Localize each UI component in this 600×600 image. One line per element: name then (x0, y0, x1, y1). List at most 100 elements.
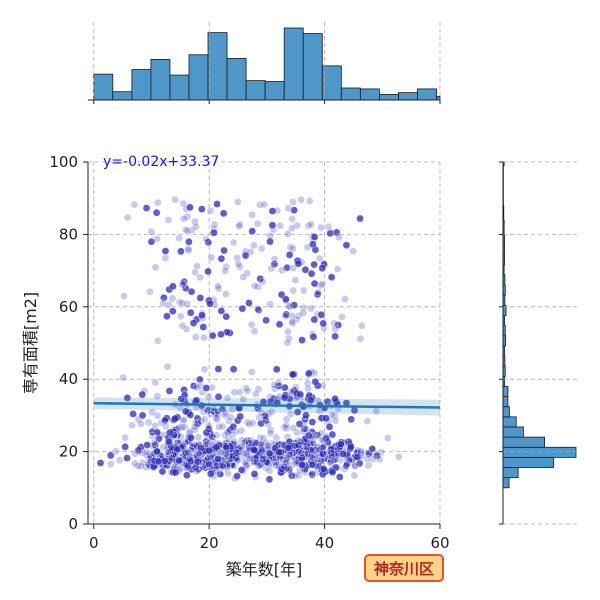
scatter-point-450 (281, 383, 289, 392)
top-hist-bar-10 (283, 27, 304, 101)
y-tick-label-0: 0 (68, 515, 78, 533)
axes: 0 20 40 60 0 20 40 60 80 100 (49, 153, 449, 552)
scatter-point-804 (250, 327, 259, 336)
scatter-point-918 (328, 468, 337, 476)
scatter-point-637 (272, 433, 281, 442)
scatter-point-175 (194, 433, 203, 441)
scatter-point-745 (259, 434, 268, 443)
scatter-point-911 (248, 211, 256, 219)
scatter-point-1021 (219, 462, 227, 471)
scatter-point-874 (347, 443, 355, 451)
scatter-point-950 (267, 264, 275, 273)
scatter-point-619 (288, 224, 296, 232)
scatter-point-893 (270, 255, 279, 263)
scatter-point-1093 (206, 299, 214, 308)
scatter-point-665 (177, 394, 186, 403)
scatter-point-550 (305, 197, 314, 205)
scatter-point-603 (284, 230, 292, 238)
scatter-point-334 (200, 333, 208, 342)
scatter-point-894 (345, 456, 354, 464)
scatter-point-805 (206, 470, 215, 478)
scatter-point-1038 (245, 439, 253, 447)
scatter-point-725 (266, 300, 274, 309)
scatter-point-752 (222, 443, 231, 452)
scatter-point-511 (198, 205, 206, 213)
scatter-point-181 (293, 428, 301, 437)
scatter-point-974 (206, 410, 215, 418)
scatter-point-87 (357, 321, 366, 330)
scatter-point-1065 (337, 440, 345, 448)
scatter-point-142 (222, 312, 231, 321)
scatter-point-887 (153, 447, 161, 456)
scatter-point-651 (293, 408, 302, 416)
scatter-point-1045 (192, 467, 201, 476)
scatter-point-661 (146, 287, 154, 296)
scatter-point-919 (166, 428, 174, 437)
scatter-point-1037 (205, 446, 213, 455)
scatter-point-981 (179, 415, 188, 424)
scatter-point-375 (219, 209, 228, 218)
scatter-point-687 (282, 310, 291, 319)
top-hist-bar-9 (264, 81, 285, 101)
scatter-point-263 (309, 333, 318, 341)
scatter-point-1073 (229, 422, 238, 431)
scatter-point-390 (326, 458, 335, 467)
scatter-point-816 (318, 436, 326, 444)
scatter-point-1035 (198, 458, 207, 466)
scatter-point-1020 (307, 452, 316, 461)
scatter-point-830 (153, 411, 162, 420)
scatter-point-243 (230, 388, 239, 397)
scatter-point-957 (268, 221, 277, 230)
scatter-point-994 (250, 241, 258, 250)
scatter-point-928 (383, 434, 392, 442)
top-hist-bar-14 (359, 88, 380, 101)
scatter-point-261 (229, 365, 238, 373)
scatter-point-242 (175, 298, 184, 307)
scatter-point-1010 (268, 207, 277, 215)
scatter-point-254 (310, 260, 318, 269)
scatter-point-542 (159, 299, 167, 308)
scatter-point-876 (148, 408, 156, 417)
scatter-point-183 (164, 216, 173, 224)
scatter-point-810 (205, 425, 213, 433)
scatter-point-215 (243, 387, 252, 395)
scatter-point-642 (198, 311, 206, 320)
scatter-point-717 (272, 365, 281, 374)
scatter-point-747 (311, 378, 320, 386)
scatter-point-489 (291, 276, 300, 284)
scatter-point-1026 (180, 390, 189, 399)
y-tick-label-2: 40 (59, 370, 78, 388)
scatter-point-112 (247, 368, 256, 376)
scatter-point-933 (143, 441, 151, 449)
scatter-point-233 (183, 212, 192, 221)
scatter-point-972 (263, 442, 272, 451)
scatter-point-623 (254, 385, 263, 393)
scatter-point-522 (243, 269, 251, 278)
scatter-point-935 (327, 273, 336, 282)
scatter-point-769 (184, 246, 193, 255)
scatter-point-882 (96, 459, 105, 467)
scatter-point-1049 (165, 387, 174, 395)
scatter-point-870 (258, 452, 267, 460)
scatter-point-444 (234, 260, 243, 268)
region-badge: 神奈川区 (364, 554, 444, 582)
scatter-point-982 (222, 290, 230, 298)
scatter-point-995 (319, 319, 328, 328)
scatter-point-239 (293, 221, 301, 230)
scatter-point-490 (282, 415, 291, 424)
scatter-point-327 (347, 415, 356, 424)
scatter-point-811 (237, 443, 246, 452)
scatter-point-365 (204, 267, 212, 276)
scatter-point-888 (252, 390, 260, 398)
scatter-point-1099 (284, 444, 293, 452)
scatter-point-1090 (232, 427, 241, 436)
scatter-point-295 (289, 424, 297, 432)
scatter-point-991 (295, 420, 304, 428)
scatter-point-819 (121, 433, 129, 442)
scatter-point-1062 (204, 392, 213, 401)
scatter-point-872 (394, 453, 403, 461)
scatter-point-1081 (275, 448, 283, 457)
scatter-point-903 (154, 198, 162, 207)
scatter-point-584 (220, 431, 229, 440)
scatter-point-381 (115, 456, 124, 464)
